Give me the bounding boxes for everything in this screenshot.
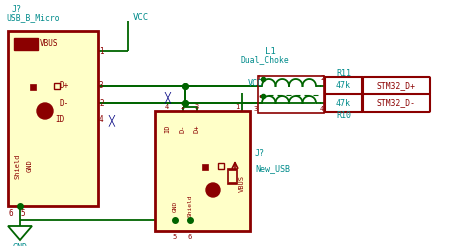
Text: USB_B_Micro: USB_B_Micro	[6, 14, 60, 22]
Text: D-: D-	[180, 125, 186, 133]
Text: Shield: Shield	[188, 195, 192, 217]
Text: Dual_Choke: Dual_Choke	[241, 56, 289, 64]
Text: 6: 6	[9, 210, 14, 218]
Text: 47k: 47k	[336, 81, 351, 91]
Text: D+: D+	[60, 81, 69, 91]
FancyBboxPatch shape	[363, 77, 430, 95]
Text: VCC: VCC	[248, 78, 263, 88]
Text: ID: ID	[164, 125, 170, 133]
Text: J?: J?	[255, 149, 265, 157]
Bar	[30, 84, 36, 90]
Bar	[227, 168, 237, 184]
Text: J?: J?	[12, 5, 22, 15]
Bar	[202, 164, 208, 170]
Text: ╳: ╳	[164, 91, 170, 103]
Text: ID: ID	[55, 116, 64, 124]
Text: VBUS: VBUS	[239, 174, 245, 191]
Text: 3: 3	[254, 106, 258, 112]
Text: 6: 6	[188, 234, 192, 240]
Text: 3: 3	[195, 104, 199, 110]
Text: 1: 1	[99, 46, 104, 56]
Text: 3: 3	[99, 81, 104, 91]
Bar	[155, 111, 250, 231]
Text: GND: GND	[173, 200, 177, 212]
Text: Shield: Shield	[15, 153, 21, 179]
Text: VCC: VCC	[133, 14, 149, 22]
Text: 4: 4	[99, 116, 104, 124]
Bar	[325, 94, 362, 112]
Text: GND: GND	[12, 244, 27, 246]
Text: D+: D+	[194, 125, 200, 133]
Text: 2: 2	[99, 98, 104, 108]
Text: L1: L1	[264, 46, 275, 56]
Text: STM32_D-: STM32_D-	[377, 98, 416, 108]
Text: 1: 1	[235, 104, 239, 110]
Bar	[14, 38, 38, 50]
Text: 47k: 47k	[336, 98, 351, 108]
Text: STM32_D+: STM32_D+	[377, 81, 416, 91]
Bar	[218, 163, 224, 169]
Bar	[54, 83, 60, 89]
Bar	[228, 170, 236, 182]
Text: •: •	[258, 92, 264, 102]
Bar	[8, 31, 98, 206]
Text: 4: 4	[165, 104, 169, 110]
Text: 4: 4	[320, 106, 324, 112]
Bar	[258, 76, 324, 113]
Bar	[325, 77, 362, 95]
Circle shape	[37, 103, 53, 119]
Text: VBUS: VBUS	[40, 40, 58, 48]
FancyBboxPatch shape	[363, 94, 430, 112]
Text: 5: 5	[173, 234, 177, 240]
Text: R11: R11	[336, 68, 351, 77]
Text: GND: GND	[27, 160, 33, 172]
Text: 2: 2	[181, 104, 185, 110]
Text: New_USB: New_USB	[255, 164, 290, 173]
Text: R10: R10	[336, 111, 351, 121]
Text: 5: 5	[20, 210, 25, 218]
Text: 1: 1	[256, 75, 260, 81]
Text: ╳: ╳	[108, 114, 114, 126]
Text: 2: 2	[320, 75, 324, 81]
Circle shape	[206, 183, 220, 197]
Text: D-: D-	[60, 98, 69, 108]
